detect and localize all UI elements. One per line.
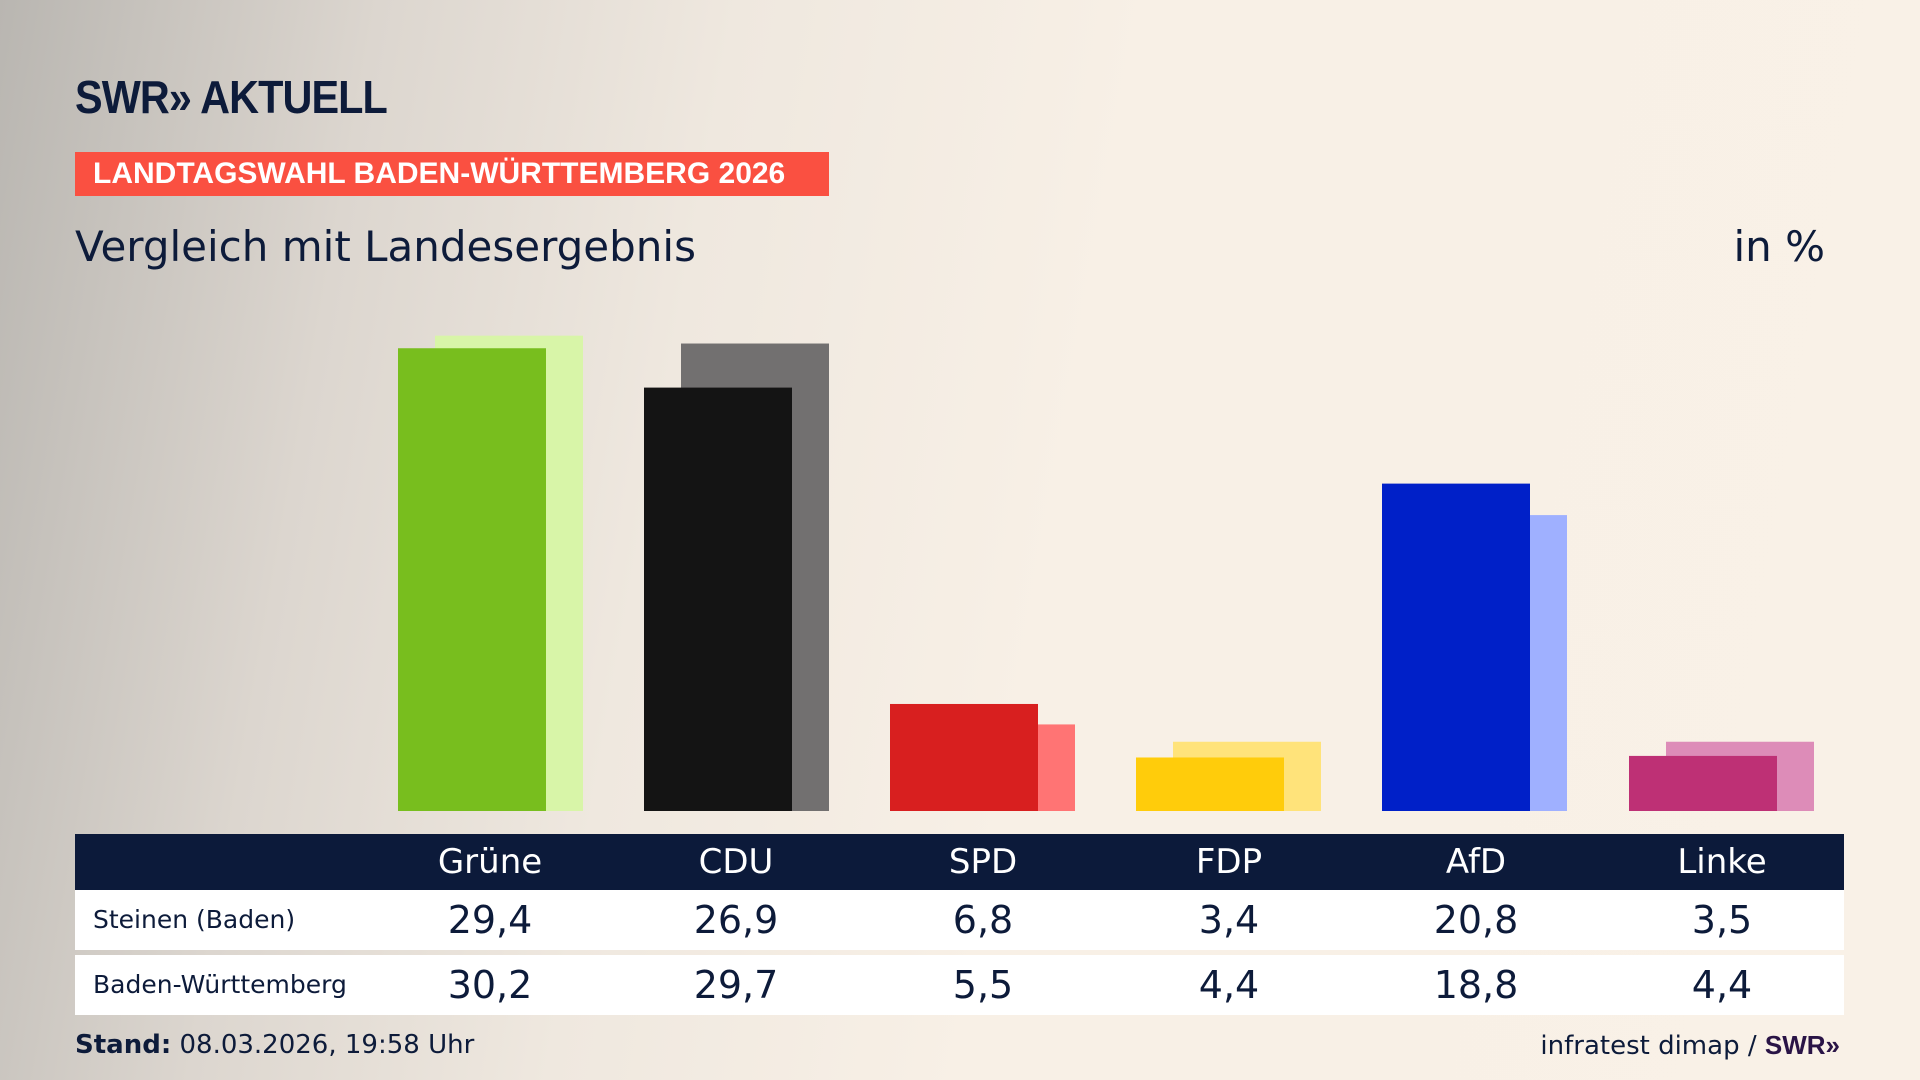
bar-chart [398, 335, 1814, 811]
value-cell: 3,5 [1691, 898, 1753, 942]
stand-label: Stand: [75, 1030, 172, 1060]
value-cell: 4,4 [1691, 963, 1753, 1007]
row-label: Baden-Württemberg [93, 970, 347, 999]
value-cell: 26,9 [693, 898, 779, 942]
value-cell: 5,5 [952, 963, 1014, 1007]
bar-local-grüne [398, 348, 546, 811]
value-cell: 18,8 [1433, 963, 1519, 1007]
unit-label: in % [1733, 222, 1825, 271]
source: infratest dimap / SWR» [1540, 1030, 1840, 1061]
value-cell: 20,8 [1433, 898, 1519, 942]
swr-aktuell-logo: SWR» AKTUELL [75, 71, 388, 123]
bar-local-cdu [644, 387, 792, 811]
value-cell: 29,4 [447, 898, 533, 942]
table-row: Baden-Württemberg 30,2 29,7 5,5 4,4 18,8 4,4 [75, 955, 1844, 1015]
bar-local-afd [1382, 483, 1530, 811]
chart-subtitle: Vergleich mit Landesergebnis [75, 222, 696, 271]
table-row: Steinen (Baden) 29,4 26,9 6,8 3,4 20,8 3,5 [75, 890, 1844, 950]
source-text: infratest dimap / [1540, 1031, 1757, 1061]
column-header: Linke [1677, 842, 1767, 882]
bar-local-fdp [1136, 757, 1284, 811]
timestamp: Stand: 08.03.2026, 19:58 Uhr [75, 1030, 474, 1060]
row-label: Steinen (Baden) [93, 905, 296, 934]
column-header: FDP [1195, 842, 1263, 882]
column-header: CDU [698, 842, 774, 882]
column-header: AfD [1445, 842, 1507, 882]
value-cell: 29,7 [693, 963, 779, 1007]
bar-local-linke [1629, 755, 1777, 811]
table-header: Grüne CDU SPD FDP AfD Linke [75, 834, 1844, 890]
bar-local-spd [890, 703, 1038, 811]
stand-value: 08.03.2026, 19:58 Uhr [179, 1030, 475, 1060]
results-table: Grüne CDU SPD FDP AfD Linke Steinen (Baden) 2… [75, 834, 1844, 1015]
election-kicker: LANDTAGSWAHL BADEN-WÜRTTEMBERG 2026 [75, 152, 829, 196]
column-header: Grüne [437, 842, 543, 882]
value-cell: 3,4 [1198, 898, 1260, 942]
value-cell: 4,4 [1198, 963, 1260, 1007]
value-cell: 30,2 [447, 963, 533, 1007]
column-header: SPD [948, 842, 1018, 882]
swr-logo: SWR» [1764, 1030, 1840, 1060]
value-cell: 6,8 [952, 898, 1014, 942]
